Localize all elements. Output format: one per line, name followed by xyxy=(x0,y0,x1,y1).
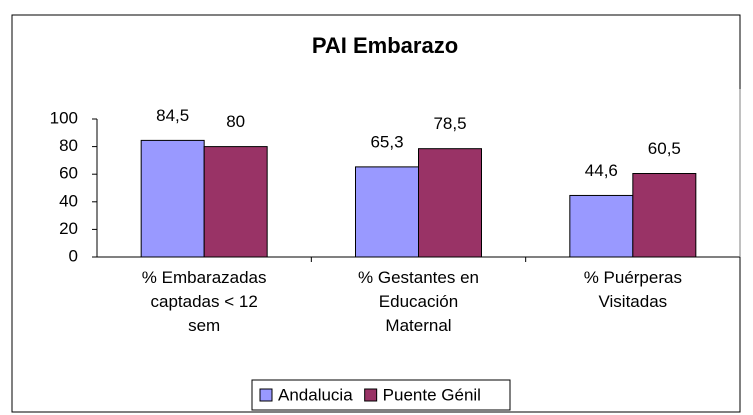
data-label: 65,3 xyxy=(370,132,403,151)
x-tick-label: % Gestantes en Educación Maternal xyxy=(358,268,479,335)
legend-label: Andalucia xyxy=(278,385,353,404)
y-tick-label: 0 xyxy=(69,246,78,265)
data-label: 60,5 xyxy=(648,139,681,158)
legend-box xyxy=(251,379,511,411)
x-tick-label: % Puérperas Visitadas xyxy=(583,268,682,311)
x-tick-label: % Embarazadas captadas < 12 sem xyxy=(141,268,267,335)
data-label: 84,5 xyxy=(156,106,189,125)
legend-swatch xyxy=(364,388,378,402)
legend-swatch xyxy=(259,388,273,402)
y-tick-label: 60 xyxy=(59,164,78,183)
bar xyxy=(203,146,268,258)
bar xyxy=(140,139,205,258)
data-label: 78,5 xyxy=(433,114,466,133)
bar xyxy=(569,194,634,258)
chart-title: PAI Embarazo xyxy=(312,33,458,58)
bar xyxy=(632,173,697,258)
data-label: 44,6 xyxy=(585,161,618,180)
y-tick-label: 100 xyxy=(50,108,78,127)
bar xyxy=(355,166,419,258)
y-tick-label: 40 xyxy=(59,191,78,210)
y-tick-label: 20 xyxy=(59,219,78,238)
legend-label: Puente Génil xyxy=(383,385,481,404)
data-label: 80 xyxy=(226,112,245,131)
y-tick-label: 80 xyxy=(59,136,78,155)
bar xyxy=(418,148,482,258)
